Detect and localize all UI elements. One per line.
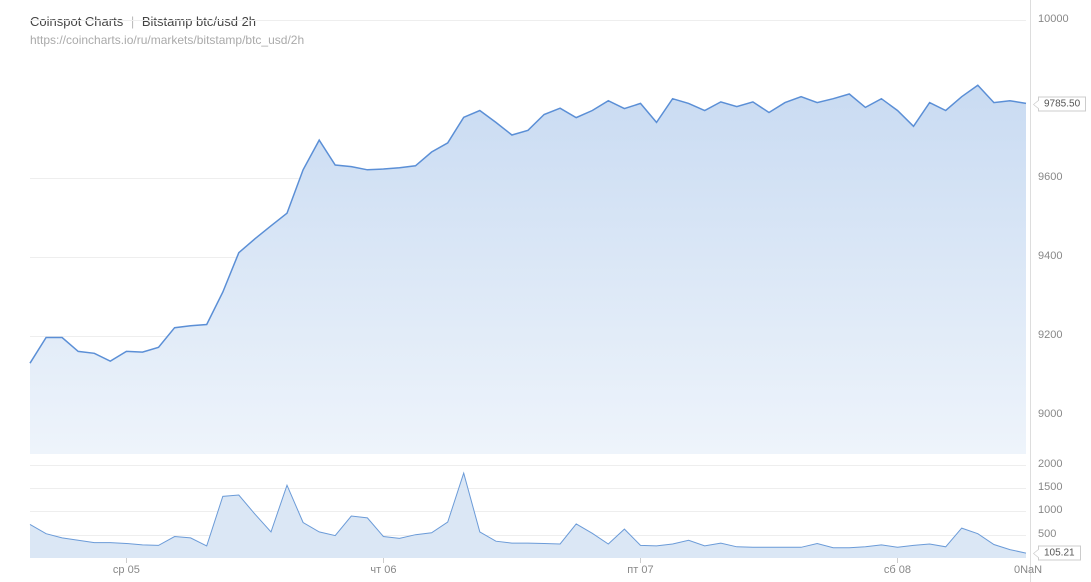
price-current-tag: 9785.50 (1038, 97, 1086, 112)
chart-plot-area[interactable]: 900092009400960010000500100015002000ср 0… (0, 0, 1091, 582)
x-axis-overflow-label: 0NaN (1014, 564, 1042, 576)
price-area (30, 85, 1026, 454)
chart-container: Coinspot Charts | Bitstamp btc/usd 2h ht… (0, 0, 1091, 582)
volume-current-tag: 105.21 (1038, 546, 1081, 561)
chart-svg (0, 0, 1091, 582)
